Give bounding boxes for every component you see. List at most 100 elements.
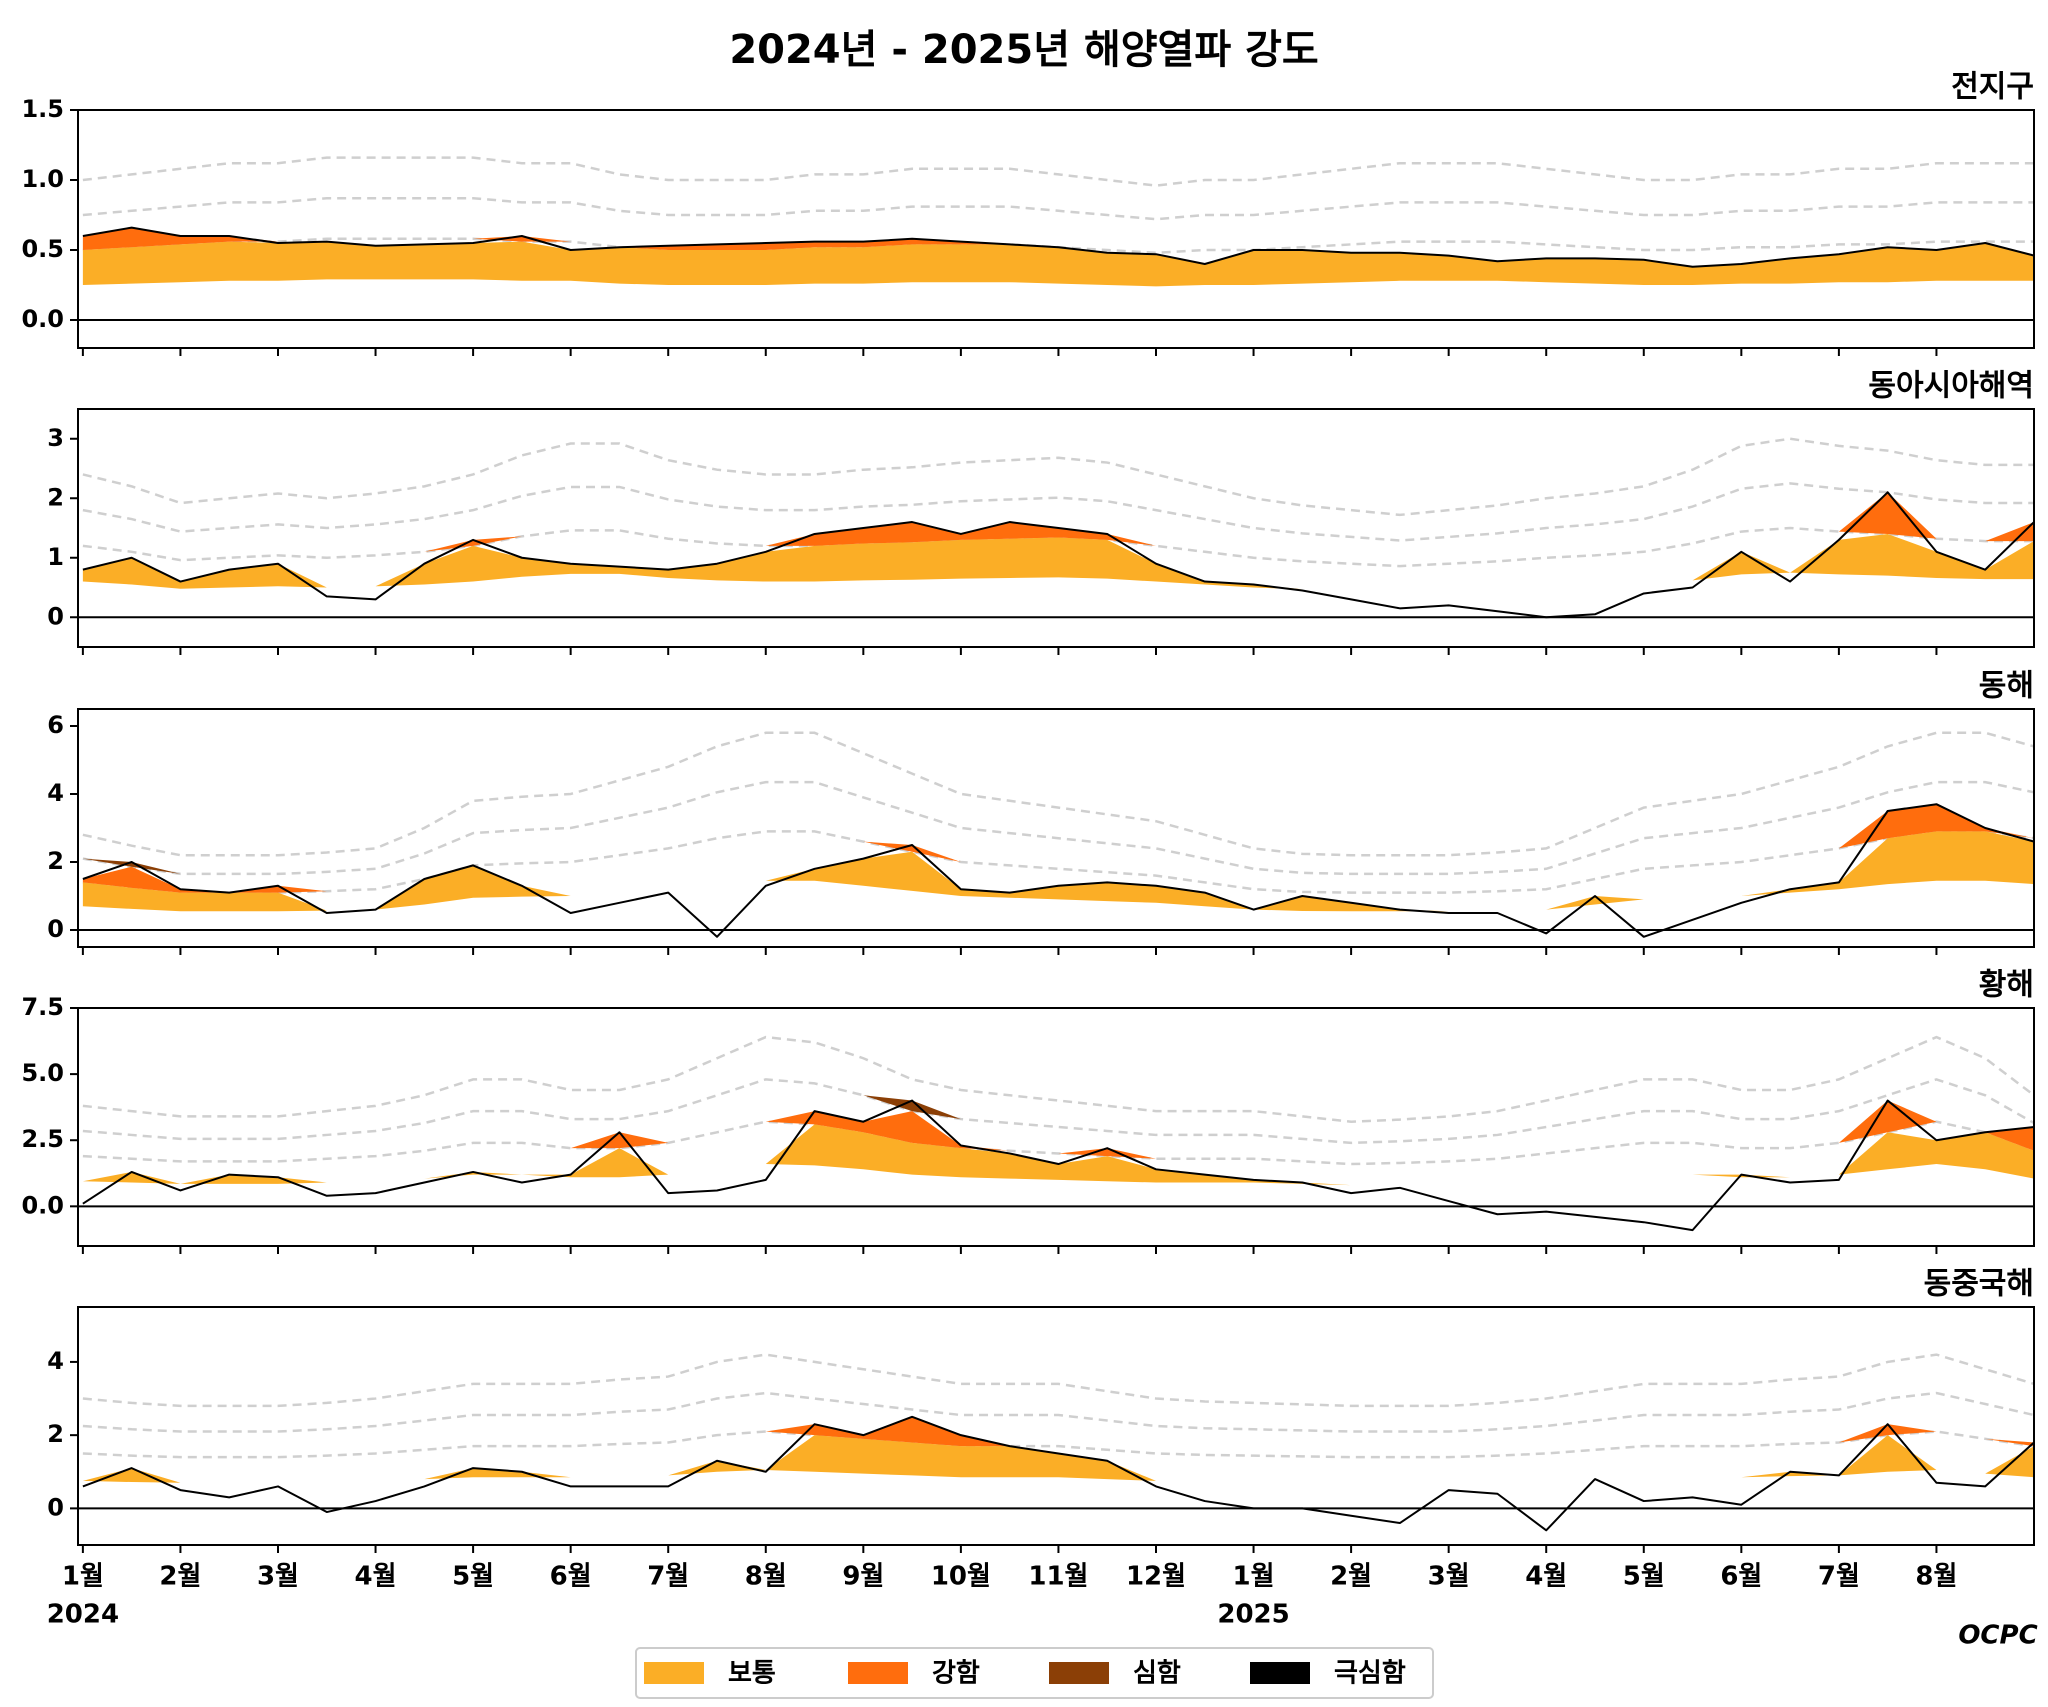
intensity-fill: [82, 831, 2034, 912]
anomaly-line: [82, 1099, 2034, 1232]
threshold-line: [82, 482, 2034, 542]
x-tick-label: 10월: [931, 1562, 991, 1592]
intensity-fill: [82, 157, 2034, 186]
y-tick-label: 1: [47, 543, 64, 571]
threshold-line: [82, 830, 2034, 894]
x-tick-label: 8월: [1915, 1562, 1957, 1592]
y-tick-label: 4: [47, 779, 64, 807]
threshold-line: [82, 780, 2034, 876]
x-tick-label: 11월: [1028, 1562, 1088, 1592]
legend-label: 보통: [728, 1659, 776, 1689]
x-tick-label: 2월: [1330, 1562, 1372, 1592]
intensity-fill: [82, 1079, 2034, 1143]
y-tick-label: 2: [47, 1420, 64, 1448]
panel: [78, 156, 2034, 321]
y-tick-label: 0.5: [21, 235, 64, 263]
threshold-line: [82, 1353, 2034, 1408]
intensity-fill: [82, 241, 2034, 287]
x-tick-label: 7월: [647, 1562, 689, 1592]
intensity-fill: [82, 1037, 2034, 1122]
panel-title: 동아시아해역: [1868, 369, 2034, 404]
x-tick-label: 4월: [1525, 1562, 1567, 1592]
legend-label: 심함: [1133, 1659, 1181, 1689]
panel: [78, 1353, 2034, 1532]
x-tick-label: 3월: [1428, 1562, 1470, 1592]
panel: [78, 437, 2034, 619]
intensity-fill: [82, 1416, 2034, 1458]
intensity-fill: [82, 438, 2034, 515]
x-tick-label: 4월: [355, 1562, 397, 1592]
legend-swatch: [1250, 1662, 1310, 1684]
x-tick-label: 5월: [452, 1562, 494, 1592]
anomaly-line: [82, 491, 2034, 619]
x-tick-label: 6월: [1720, 1562, 1762, 1592]
threshold-line: [82, 156, 2034, 187]
chart-title: 2024년 - 2025년 해양열파 강도: [729, 27, 1318, 73]
threshold-line: [82, 731, 2034, 857]
x-tick-label: 12월: [1126, 1562, 1186, 1592]
legend-label: 강함: [932, 1659, 980, 1689]
y-tick-label: 7.5: [21, 993, 64, 1021]
x-tick-label: 5월: [1623, 1562, 1665, 1592]
intensity-fill: [82, 1124, 2034, 1186]
intensity-fill: [82, 198, 2034, 220]
panel-frame: [77, 109, 2035, 349]
panel: [78, 731, 2034, 938]
threshold-line: [82, 437, 2034, 517]
panel-title: 황해: [1979, 968, 2034, 1003]
threshold-line: [82, 1430, 2034, 1459]
x-tick-label: 9월: [842, 1562, 884, 1592]
anomaly-line: [82, 803, 2034, 938]
y-tick-label: 2.5: [21, 1125, 64, 1153]
year-label: 2024: [47, 1600, 119, 1630]
threshold-line: [82, 1035, 2034, 1123]
anomaly-line: [82, 1415, 2034, 1532]
y-tick-label: 2: [47, 847, 64, 875]
panel-frame: [77, 708, 2035, 948]
x-tick-label: 6월: [550, 1562, 592, 1592]
panel-frame: [77, 1306, 2035, 1546]
x-tick-label: 8월: [745, 1562, 787, 1592]
legend-label: 극심함: [1334, 1659, 1406, 1689]
intensity-fill: [82, 1100, 2034, 1165]
intensity-fill: [82, 732, 2034, 856]
legend-box: [635, 1647, 1434, 1699]
x-tick-label: 2월: [159, 1562, 201, 1592]
legend-swatch: [1049, 1662, 1109, 1684]
threshold-line: [82, 196, 2034, 221]
panel: [78, 1035, 2034, 1232]
y-tick-label: 0.0: [21, 305, 64, 333]
y-tick-label: 4: [47, 1347, 64, 1375]
legend-swatch: [848, 1662, 908, 1684]
intensity-fill: [82, 492, 2034, 567]
y-tick-label: 2: [47, 483, 64, 511]
logo: OCPC: [1958, 1621, 2037, 1651]
panel-title: 동중국해: [1924, 1267, 2034, 1302]
y-tick-label: 1.0: [21, 165, 64, 193]
x-tick-label: 1월: [62, 1562, 104, 1592]
panel-frame: [77, 1007, 2035, 1247]
y-tick-label: 0: [47, 915, 64, 943]
y-tick-label: 0: [47, 602, 64, 630]
panel-title: 전지구: [1951, 70, 2034, 105]
panel-title: 동해: [1979, 669, 2034, 704]
x-tick-label: 1월: [1233, 1562, 1275, 1592]
anomaly-line: [82, 226, 2034, 268]
y-tick-label: 0: [47, 1493, 64, 1521]
intensity-fill: [82, 804, 2034, 893]
y-tick-label: 3: [47, 424, 64, 452]
intensity-fill: [82, 533, 2034, 592]
legend-swatch: [644, 1662, 704, 1684]
x-tick-label: 7월: [1818, 1562, 1860, 1592]
threshold-line: [82, 1391, 2034, 1433]
threshold-line: [82, 1120, 2034, 1166]
year-label: 2025: [1217, 1600, 1289, 1630]
x-tick-label: 3월: [257, 1562, 299, 1592]
threshold-line: [82, 1078, 2034, 1145]
panel-frame: [77, 408, 2035, 648]
intensity-fill: [82, 1435, 2034, 1483]
y-tick-label: 0.0: [21, 1191, 64, 1219]
y-tick-label: 1.5: [21, 95, 64, 123]
